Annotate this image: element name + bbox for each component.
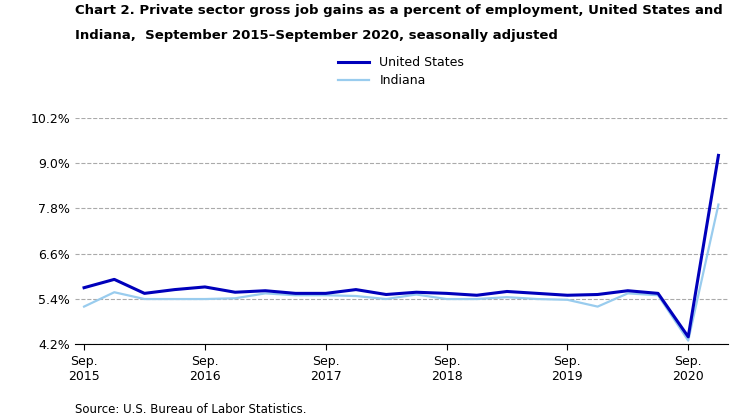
Text: Indiana,  September 2015–September 2020, seasonally adjusted: Indiana, September 2015–September 2020, …	[75, 29, 558, 42]
Text: Chart 2. Private sector gross job gains as a percent of employment, United State: Chart 2. Private sector gross job gains …	[75, 4, 723, 17]
Legend: United States, Indiana: United States, Indiana	[333, 51, 470, 92]
Text: Source: U.S. Bureau of Labor Statistics.: Source: U.S. Bureau of Labor Statistics.	[75, 403, 307, 416]
